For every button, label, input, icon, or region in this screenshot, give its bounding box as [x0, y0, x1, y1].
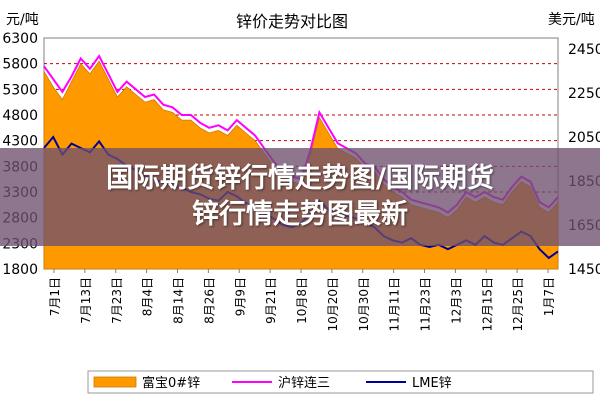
x-tick-label: 1月7日: [542, 277, 556, 316]
legend-frame: [87, 370, 594, 394]
x-tick-label: 7月13日: [79, 277, 93, 324]
chart-title: 锌价走势对比图: [236, 12, 348, 31]
right-tick-label: 1450: [568, 262, 600, 278]
x-tick-label: 8月26日: [202, 277, 216, 324]
overlay-banner: 国际期货锌行情走势图/国际期货 锌行情走势图最新: [0, 148, 600, 246]
x-tick-label: 12月3日: [449, 277, 463, 324]
banner-line-2: 锌行情走势图最新: [192, 199, 408, 230]
x-tick-label: 11月11日: [388, 277, 402, 332]
right-tick-label: 2250: [568, 86, 600, 102]
left-tick-label: 4300: [2, 134, 38, 150]
x-tick-label: 10月30日: [357, 277, 371, 332]
legend-label-lme: LME锌: [412, 376, 452, 391]
tick-labels: 1800230028003300380043004800530058006300…: [2, 31, 600, 332]
x-tick-label: 10月20日: [326, 277, 340, 332]
right-axis-unit: 美元/吨: [548, 12, 595, 28]
x-tick-label: 12月15日: [480, 277, 494, 332]
left-tick-label: 6300: [2, 31, 38, 47]
x-tick-label: 11月23日: [419, 277, 433, 332]
right-tick-label: 2050: [568, 130, 600, 146]
x-tick-label: 8月14日: [172, 277, 186, 324]
x-tick-label: 9月9日: [233, 277, 247, 316]
left-tick-label: 4800: [2, 108, 38, 124]
x-tick-label: 8月4日: [141, 277, 155, 316]
banner-line-1: 国际期货锌行情走势图/国际期货: [106, 163, 494, 194]
legend: 富宝0#锌 沪锌连三 LME锌: [87, 370, 594, 394]
left-tick-label: 5800: [2, 57, 38, 73]
legend-label-shanghai: 沪锌连三: [278, 375, 330, 391]
x-tick-label: 10月8日: [295, 277, 309, 324]
x-tick-label: 7月23日: [110, 277, 124, 324]
left-tick-label: 1800: [2, 262, 38, 278]
x-tick-label: 7月1日: [48, 277, 62, 316]
right-tick-label: 2450: [568, 42, 600, 58]
left-axis-unit: 元/吨: [6, 12, 39, 28]
x-tick-label: 9月21日: [264, 277, 278, 324]
x-tick-label: 12月25日: [511, 277, 525, 332]
legend-label-fubao: 富宝0#锌: [142, 375, 200, 391]
legend-swatch-fubao: [93, 376, 137, 388]
left-tick-label: 5300: [2, 82, 38, 98]
